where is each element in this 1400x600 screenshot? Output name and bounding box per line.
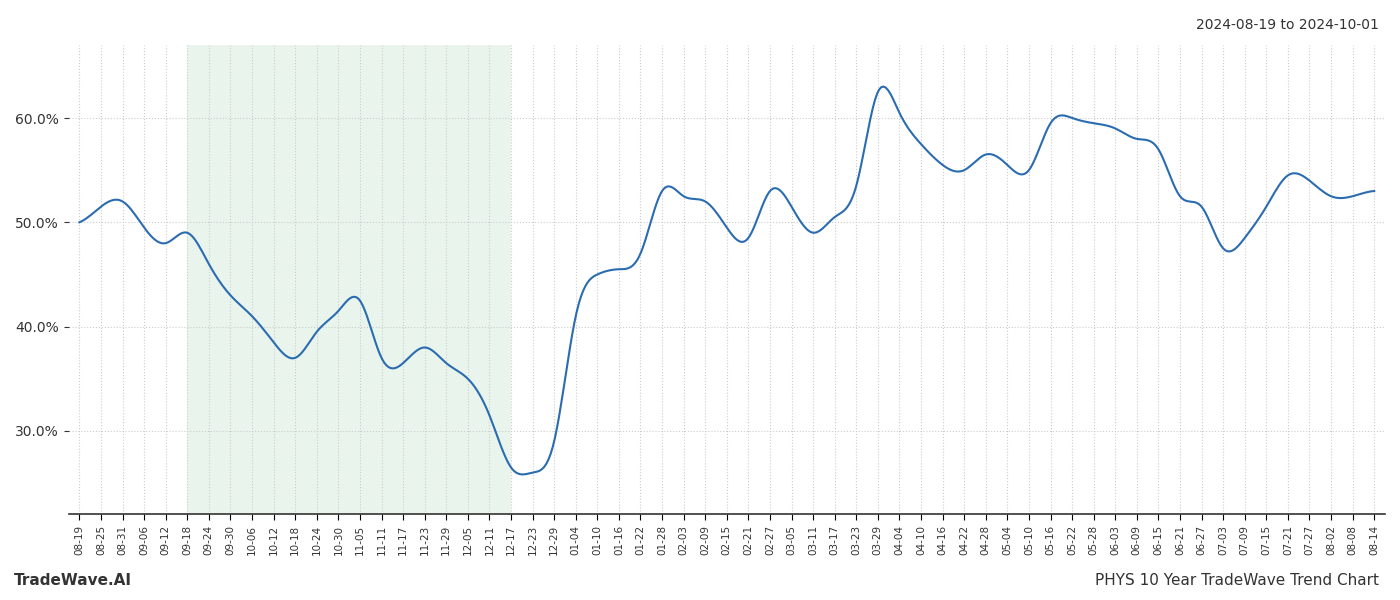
Text: PHYS 10 Year TradeWave Trend Chart: PHYS 10 Year TradeWave Trend Chart <box>1095 573 1379 588</box>
Text: TradeWave.AI: TradeWave.AI <box>14 573 132 588</box>
Bar <box>188 45 511 514</box>
Text: 2024-08-19 to 2024-10-01: 2024-08-19 to 2024-10-01 <box>1196 18 1379 32</box>
